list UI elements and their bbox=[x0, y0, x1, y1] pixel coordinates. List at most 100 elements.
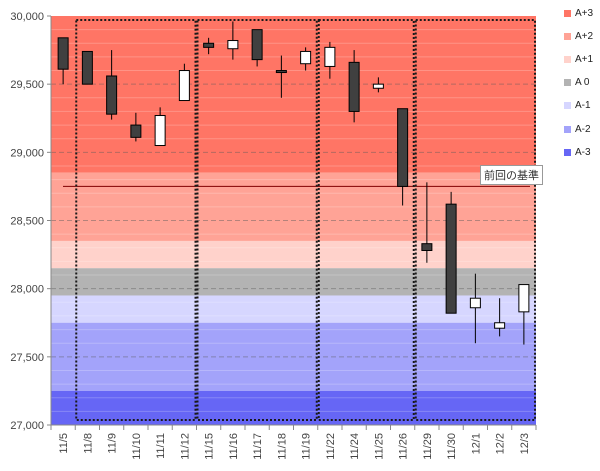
x-tick-label: 11/30 bbox=[446, 433, 458, 460]
x-tick-label: 11/15 bbox=[204, 433, 216, 460]
axes bbox=[47, 15, 537, 430]
candle-body-down bbox=[106, 75, 118, 115]
x-tick-label: 11/17 bbox=[252, 433, 264, 460]
y-tick-label: 28,500 bbox=[10, 216, 44, 228]
x-tick-label: 12/2 bbox=[495, 433, 507, 454]
candle-body-down bbox=[251, 29, 263, 61]
candle bbox=[348, 50, 360, 123]
x-tick-label: 11/16 bbox=[228, 433, 240, 460]
candle bbox=[81, 50, 93, 85]
x-tick-label: 11/22 bbox=[325, 433, 337, 460]
legend-item: A 0 bbox=[564, 76, 589, 90]
band-a1 bbox=[51, 240, 536, 269]
candle-body-up bbox=[178, 70, 190, 102]
candle-body-up bbox=[227, 40, 239, 50]
legend-swatch bbox=[564, 125, 571, 133]
x-tick-label: 11/18 bbox=[276, 433, 288, 460]
x-tick-label: 11/5 bbox=[58, 433, 70, 454]
candle bbox=[518, 284, 530, 345]
x-tick-label: 11/10 bbox=[131, 433, 143, 460]
candle-body-up bbox=[372, 83, 384, 89]
candle-body-down bbox=[421, 243, 433, 251]
candle-body-up bbox=[324, 46, 336, 67]
candle-body-down bbox=[57, 37, 69, 70]
candle bbox=[324, 41, 336, 79]
legend-label: A-1 bbox=[575, 100, 591, 112]
legend-item: A-2 bbox=[564, 122, 591, 136]
legend-swatch bbox=[564, 9, 571, 17]
x-tick-label: 11/8 bbox=[82, 433, 94, 454]
band-a0 bbox=[51, 268, 536, 296]
legend-label: A+1 bbox=[575, 53, 594, 65]
candle bbox=[300, 47, 312, 71]
legend-swatch bbox=[564, 102, 571, 110]
week-group-boxes bbox=[75, 19, 536, 421]
candle bbox=[421, 182, 433, 263]
candle bbox=[227, 21, 239, 60]
legend-item: A+1 bbox=[564, 52, 593, 66]
candle-body-up bbox=[518, 284, 530, 313]
legend-swatch bbox=[564, 32, 571, 40]
candle bbox=[154, 107, 166, 147]
x-tick-label: 11/26 bbox=[398, 433, 410, 460]
y-tick-label: 29,000 bbox=[10, 147, 44, 159]
candle-body-up bbox=[300, 50, 312, 65]
candle-body-down bbox=[130, 124, 142, 138]
y-tick-labels: 27,000 27,500 28,000 28,500 29,000 29,500 30,0… bbox=[10, 11, 44, 432]
band-a3 bbox=[51, 16, 536, 173]
candle-body-down bbox=[397, 108, 409, 187]
x-tick-labels: 11/5 11/8 11/9 11/10 11/11 11/12 11/15 11/16 11/… bbox=[58, 433, 531, 460]
legend-label: A 0 bbox=[575, 77, 590, 89]
band-a1 bbox=[51, 295, 536, 323]
band-a2 bbox=[51, 322, 536, 391]
x-tick-label: 11/25 bbox=[373, 433, 385, 460]
candle bbox=[203, 37, 215, 55]
legend-item: A-1 bbox=[564, 99, 591, 113]
legend-label: A+2 bbox=[575, 30, 594, 42]
legend-item: A+2 bbox=[564, 29, 593, 43]
y-tick-label: 30,000 bbox=[10, 11, 44, 23]
legend-label: A+3 bbox=[575, 7, 594, 19]
legend-swatch bbox=[564, 55, 571, 63]
x-tick-label: 11/11 bbox=[155, 433, 167, 459]
band-a3 bbox=[51, 390, 536, 425]
candle bbox=[469, 273, 481, 344]
x-tick-label: 11/19 bbox=[301, 433, 313, 460]
candle-body-down bbox=[275, 70, 287, 74]
candle bbox=[397, 108, 409, 206]
reference-line-label: 前回の基準 bbox=[480, 165, 543, 185]
x-tick-label: 11/24 bbox=[349, 433, 361, 460]
y-tick-label: 27,500 bbox=[10, 352, 44, 364]
candle-body-down bbox=[203, 42, 215, 48]
legend-label: A-3 bbox=[575, 146, 591, 158]
x-tick-label: 11/29 bbox=[422, 433, 434, 460]
candle bbox=[494, 298, 506, 337]
legend-item: A-3 bbox=[564, 145, 591, 159]
candle bbox=[106, 50, 118, 120]
candle bbox=[251, 29, 263, 67]
candle bbox=[445, 191, 457, 314]
candle bbox=[372, 77, 384, 93]
candle-body-down bbox=[348, 61, 360, 112]
legend-label: A-2 bbox=[575, 123, 591, 135]
candle bbox=[275, 55, 287, 98]
y-tick-label: 27,000 bbox=[10, 420, 44, 432]
candle-body-up bbox=[469, 297, 481, 309]
legend-item: A+3 bbox=[564, 6, 593, 20]
candle-body-down bbox=[445, 203, 457, 314]
x-tick-label: 12/1 bbox=[470, 433, 482, 454]
candle bbox=[178, 63, 190, 102]
y-tick-label: 29,500 bbox=[10, 79, 44, 91]
legend-swatch bbox=[564, 79, 571, 87]
candle-body-up bbox=[154, 115, 166, 147]
legend-swatch bbox=[564, 148, 571, 156]
candle bbox=[57, 37, 69, 85]
gridlines bbox=[51, 29, 536, 412]
week-group-box bbox=[317, 19, 415, 421]
candles bbox=[57, 21, 530, 345]
x-tick-label: 11/12 bbox=[179, 433, 191, 460]
candle-body-up bbox=[494, 322, 506, 329]
candle-body-down bbox=[81, 50, 93, 85]
x-tick-label: 11/9 bbox=[107, 433, 119, 454]
